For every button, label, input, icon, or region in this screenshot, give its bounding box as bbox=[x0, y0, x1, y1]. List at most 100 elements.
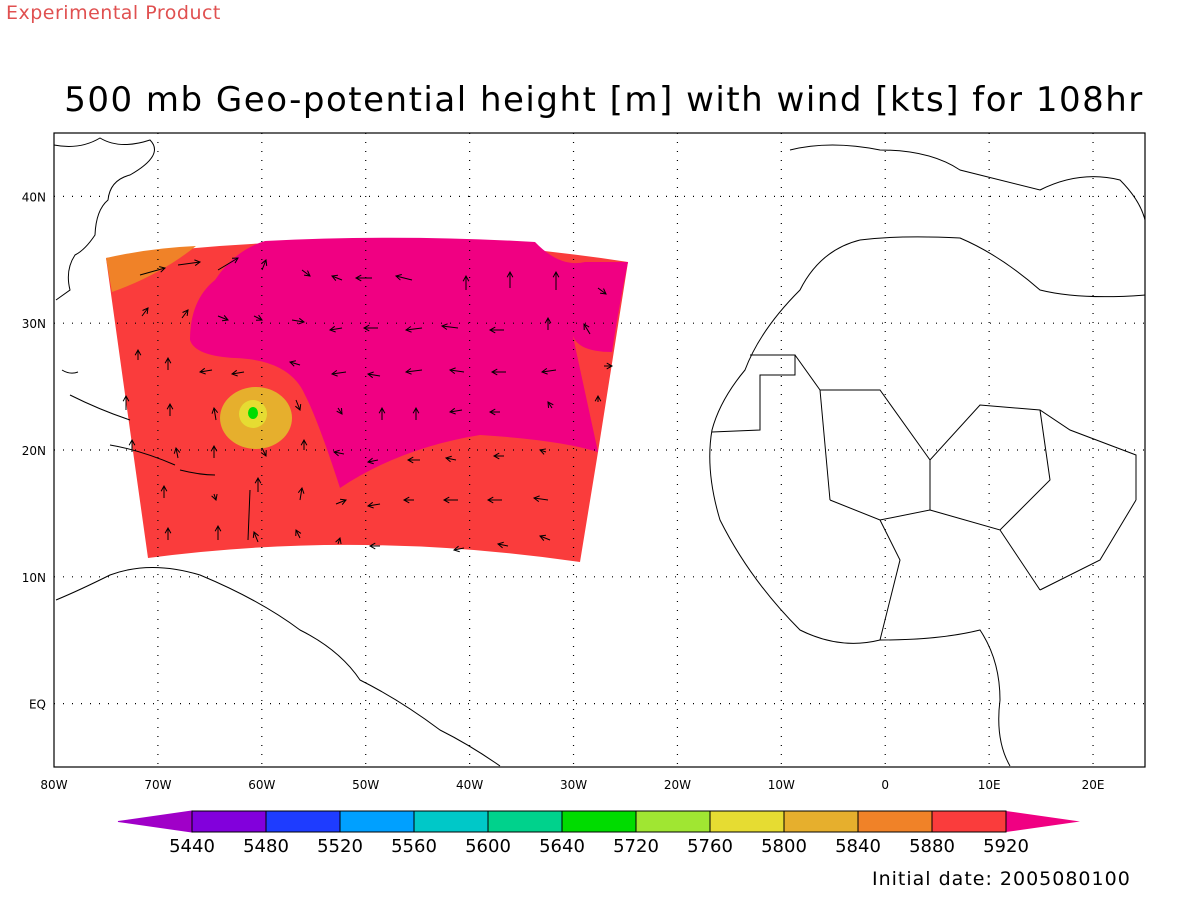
wind-arrow bbox=[164, 356, 172, 370]
wind-arrow bbox=[378, 406, 386, 420]
graticule bbox=[54, 133, 1145, 767]
colorbar-box bbox=[192, 811, 266, 832]
wind-arrow bbox=[122, 394, 130, 410]
wind-arrow bbox=[289, 360, 301, 367]
wind-arrow bbox=[362, 324, 378, 332]
colorbar-high-triangle bbox=[1006, 811, 1080, 832]
wind-arrow bbox=[254, 476, 262, 492]
colorbar-box bbox=[414, 811, 488, 832]
wind-arrow bbox=[368, 542, 380, 550]
wind-arrow bbox=[496, 541, 509, 549]
colorbar-box bbox=[784, 811, 858, 832]
wind-arrow bbox=[404, 326, 423, 333]
wind-arrow bbox=[139, 266, 167, 276]
colorbar-label: 5760 bbox=[687, 836, 733, 857]
lon-tick-label: 50W bbox=[352, 778, 379, 792]
wind-arrow bbox=[394, 274, 413, 281]
colorbar-label: 5880 bbox=[909, 836, 955, 857]
wind-arrow bbox=[295, 399, 302, 411]
wind-arrow bbox=[160, 484, 168, 498]
colorbar-label: 5800 bbox=[761, 836, 807, 857]
wind-arrow bbox=[181, 309, 189, 319]
colorbar-label: 5720 bbox=[613, 836, 659, 857]
colorbar-label: 5520 bbox=[317, 836, 363, 857]
north-america-coast bbox=[53, 137, 155, 301]
initial-date-label: Initial date: 2005080100 bbox=[872, 868, 1131, 890]
colorbar-labels: 5440 5480 5520 5560 5600 5640 5720 5760 5800 5840… bbox=[169, 836, 1029, 857]
wind-arrow bbox=[331, 274, 343, 281]
wind-arrow bbox=[444, 455, 457, 463]
lat-tick-label: 30N bbox=[22, 317, 46, 331]
colorbar-box bbox=[858, 811, 932, 832]
lon-tick-label: 10W bbox=[768, 778, 795, 792]
colorbar-box bbox=[710, 811, 784, 832]
wind-arrow bbox=[506, 270, 514, 288]
wind-arrow bbox=[253, 314, 263, 321]
wind-arrow bbox=[295, 529, 302, 539]
wind-arrow bbox=[366, 501, 381, 509]
wind-arrow bbox=[291, 317, 306, 325]
lon-tick-label: 70W bbox=[144, 778, 171, 792]
wind-arrow bbox=[173, 446, 181, 459]
colorbar bbox=[117, 810, 1080, 833]
wind-arrow bbox=[134, 348, 142, 360]
wind-arrow bbox=[448, 367, 465, 374]
colorbar-label: 5560 bbox=[391, 836, 437, 857]
wind-arrow bbox=[141, 307, 149, 317]
wind-arrow bbox=[166, 402, 174, 416]
wind-arrow bbox=[214, 524, 222, 540]
colorbar-label: 5480 bbox=[243, 836, 289, 857]
lon-tick-labels: 80W 70W 60W 50W 40W 30W 20W 10W 0 10E 20E bbox=[40, 778, 1104, 792]
lon-tick-label: 30W bbox=[560, 778, 587, 792]
wind-arrow bbox=[448, 407, 463, 415]
wind-arrow bbox=[217, 257, 239, 271]
colorbar-box bbox=[932, 811, 1006, 832]
vortex-core bbox=[248, 407, 258, 419]
wind-arrow bbox=[402, 496, 414, 504]
colorbar-label: 5640 bbox=[539, 836, 585, 857]
lat-tick-label: EQ bbox=[29, 698, 46, 712]
wind-arrow bbox=[297, 486, 305, 501]
wind-arrow bbox=[328, 325, 343, 333]
wind-arrow bbox=[164, 526, 172, 540]
wind-arrow bbox=[230, 369, 245, 377]
colorbar-label: 5600 bbox=[465, 836, 511, 857]
chart-title: 500 mb Geo-potential height [m] with win… bbox=[64, 80, 1144, 120]
wind-arrow bbox=[440, 323, 459, 330]
colorbar-box bbox=[636, 811, 710, 832]
wind-arrow bbox=[488, 408, 500, 416]
wind-arrow bbox=[177, 259, 202, 266]
wind-arrow bbox=[211, 406, 219, 421]
colorbar-box bbox=[562, 811, 636, 832]
wind-arrow bbox=[583, 323, 591, 335]
wind-arrow bbox=[486, 496, 502, 504]
colorbar-label: 5840 bbox=[835, 836, 881, 857]
colorbar-label: 5440 bbox=[169, 836, 215, 857]
wind-vectors bbox=[122, 257, 614, 553]
wind-arrow bbox=[217, 315, 229, 322]
wind-arrow bbox=[597, 287, 607, 295]
lon-tick-label: 60W bbox=[248, 778, 275, 792]
coastlines bbox=[53, 137, 1146, 767]
caribbean-islands bbox=[61, 369, 251, 541]
lon-tick-label: 20W bbox=[664, 778, 691, 792]
wind-arrow bbox=[300, 438, 308, 450]
wind-arrow bbox=[552, 270, 560, 290]
colorbar-box bbox=[266, 811, 340, 832]
wind-arrow bbox=[406, 456, 420, 464]
wind-arrow bbox=[547, 401, 554, 409]
wind-arrow bbox=[544, 316, 552, 330]
wind-arrow bbox=[366, 457, 379, 465]
map-frame bbox=[53, 132, 1146, 768]
lat-tick-label: 20N bbox=[22, 444, 46, 458]
colorbar-outline bbox=[191, 810, 1007, 833]
wind-arrow bbox=[488, 326, 504, 334]
wind-arrow bbox=[332, 449, 345, 457]
wind-arrow bbox=[532, 495, 549, 502]
africa-north-coast bbox=[859, 236, 1146, 298]
wind-arrow bbox=[335, 498, 347, 505]
wind-arrow bbox=[260, 447, 267, 457]
lon-tick-label: 40W bbox=[456, 778, 483, 792]
wind-arrow bbox=[336, 407, 343, 415]
